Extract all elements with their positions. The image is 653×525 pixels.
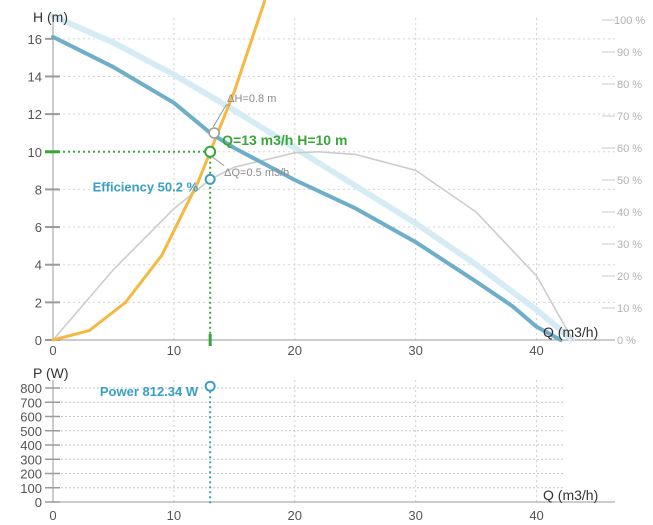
- grid-head: [45, 18, 615, 341]
- pump-curve: [51, 34, 563, 342]
- efficiency-label: Efficiency 50.2 %: [93, 179, 199, 194]
- x-tick-label: 40: [529, 343, 543, 358]
- y-tick-label: 600: [20, 410, 42, 425]
- y2-tick-label: 60 %: [617, 143, 642, 155]
- pump-curve-halo: [50, 13, 576, 343]
- x-tick-label: 30: [408, 508, 422, 523]
- efficiency-curve: [52, 151, 574, 341]
- x-tick-label: 20: [288, 508, 302, 523]
- y-tick-label: 400: [20, 438, 42, 453]
- y2-tick-label: 10 %: [617, 303, 642, 315]
- delta-h-leader: [212, 104, 231, 128]
- y-tick-label: 2: [35, 295, 42, 310]
- y-tick-label: 4: [35, 258, 42, 273]
- y2-tick-label: 80 %: [617, 79, 642, 91]
- y2-tick-label: 70 %: [617, 111, 642, 123]
- x-tick-label: 0: [49, 343, 56, 358]
- x-tick-label: 40: [529, 508, 543, 523]
- operating-point-marker: [204, 145, 217, 158]
- y-tick-label: 300: [20, 452, 42, 467]
- y2-tick-label: 40 %: [617, 207, 642, 219]
- delta-q-leader: [211, 156, 225, 167]
- operating-point-label: Q=13 m3/h H=10 m: [222, 132, 347, 148]
- y-tick-label: 700: [20, 395, 42, 410]
- y-axis-title-power: P (W): [33, 365, 69, 381]
- y2-tick-label: 50 %: [617, 175, 642, 187]
- y-tick-label: 0: [35, 495, 42, 510]
- x-tick-label: 0: [49, 508, 56, 523]
- y-tick-label: 200: [20, 467, 42, 482]
- delta-q-annotation: ΔQ=0.5 m3/h: [224, 167, 289, 179]
- y-tick-label: 100: [20, 481, 42, 496]
- x-tick-label: 10: [167, 343, 181, 358]
- system-curve: [51, 0, 267, 342]
- curve-point-marker: [208, 127, 220, 139]
- x-tick-label: 20: [288, 343, 302, 358]
- grid-power: [45, 380, 615, 503]
- y2-tick-label: 100 %: [614, 15, 645, 27]
- efficiency-point-marker: [204, 173, 216, 185]
- y-tick-label: 14: [28, 69, 42, 84]
- x-tick-label: 10: [167, 508, 181, 523]
- x-axis-title-power: Q (m3/h): [543, 487, 598, 503]
- y-axis-title-head: H (m): [33, 9, 68, 25]
- y2-tick-label: 0 %: [617, 335, 636, 347]
- y-tick-label: 0: [35, 333, 42, 348]
- power-label: Power 812.34 W: [100, 384, 199, 399]
- power-point-marker: [204, 380, 216, 392]
- y-tick-label: 6: [35, 220, 42, 235]
- x-axis-title-head: Q (m3/h): [543, 324, 598, 340]
- y2-tick-label: 30 %: [617, 239, 642, 251]
- tick-labels: 0 2 4 6 8 10 12 14 16 0 10 20 30 40 0 % 10 % 20 % 30 % 40 …: [20, 15, 645, 523]
- y-tick-label: 10: [28, 145, 42, 160]
- operating-point-guides: [45, 104, 231, 506]
- y-tick-label: 800: [20, 381, 42, 396]
- y-tick-label: 8: [35, 182, 42, 197]
- y-tick-label: 500: [20, 424, 42, 439]
- y2-tick-label: 90 %: [617, 47, 642, 59]
- y-tick-label: 16: [28, 32, 42, 47]
- delta-h-annotation: ΔH=0.8 m: [227, 93, 276, 105]
- curves: [50, 0, 576, 343]
- markers: [204, 127, 220, 392]
- x-tick-label: 30: [408, 343, 422, 358]
- y2-tick-label: 20 %: [617, 271, 642, 283]
- y-tick-label: 12: [28, 107, 42, 122]
